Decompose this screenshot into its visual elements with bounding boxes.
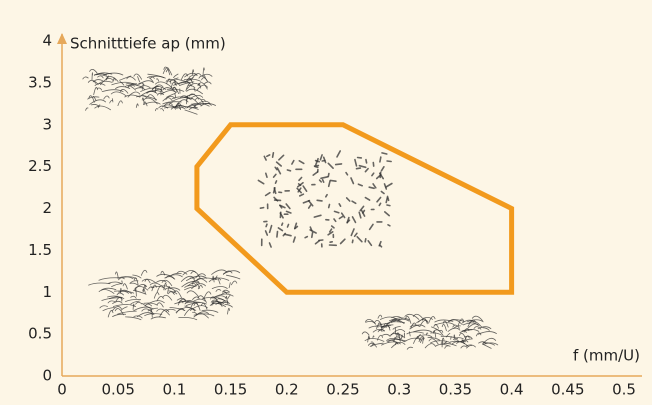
x-tick-label: 0.35 — [439, 381, 472, 399]
chip — [323, 180, 324, 183]
x-tick-label: 0.2 — [275, 381, 299, 399]
chip — [316, 161, 320, 162]
x-tick-label: 0.25 — [326, 381, 359, 399]
x-tick-label: 0.45 — [551, 381, 584, 399]
x-tick-label: 0.05 — [101, 381, 134, 399]
chip — [388, 198, 389, 200]
chip — [365, 239, 366, 242]
chip — [328, 174, 329, 177]
chip — [369, 187, 374, 188]
y-tick-label: 2.5 — [28, 157, 52, 175]
y-tick-label: 3.5 — [28, 73, 52, 91]
chip — [266, 224, 267, 226]
y-tick-label: 0.5 — [28, 325, 52, 343]
y-tick-label: 4 — [42, 32, 52, 50]
chip — [387, 161, 391, 162]
y-axis-label: Schnitttiefe ap (mm) — [70, 35, 226, 53]
chip — [277, 232, 278, 238]
chip — [387, 205, 390, 206]
chip — [336, 164, 342, 165]
chip — [388, 225, 390, 226]
chip — [288, 225, 289, 228]
x-tick-label: 0.15 — [214, 381, 247, 399]
chip — [312, 233, 313, 238]
chip — [161, 88, 162, 95]
chip — [260, 208, 263, 209]
y-tick-label: 3 — [42, 115, 52, 133]
chip — [315, 166, 319, 167]
chip — [366, 160, 367, 163]
x-tick-label: 0.1 — [162, 381, 186, 399]
chip — [357, 168, 361, 169]
y-tick-label: 0 — [42, 367, 52, 385]
chip — [317, 200, 322, 201]
chip — [352, 240, 353, 242]
chip — [330, 180, 336, 181]
x-tick-label: 0 — [57, 381, 67, 399]
chip — [305, 237, 307, 238]
chip — [380, 172, 381, 177]
y-tick-label: 2 — [42, 199, 52, 217]
chip — [287, 170, 290, 171]
x-axis-label: f (mm/U) — [573, 347, 640, 365]
chip — [276, 181, 277, 183]
x-tick-label: 0.3 — [387, 381, 411, 399]
chip — [273, 153, 274, 157]
background — [0, 0, 652, 405]
chip — [380, 157, 381, 162]
chip — [329, 205, 330, 208]
chip — [382, 153, 387, 154]
y-tick-label: 1 — [42, 283, 52, 301]
x-tick-label: 0.4 — [500, 381, 524, 399]
chip — [282, 223, 283, 225]
y-tick-label: 1.5 — [28, 241, 52, 259]
chip — [326, 195, 327, 197]
chart: Schnitttiefe ap (mm) f (mm/U) 0 0.5 1 1.5 2 2… — [0, 0, 652, 405]
chip — [379, 203, 380, 205]
x-tick-label: 0.5 — [612, 381, 636, 399]
